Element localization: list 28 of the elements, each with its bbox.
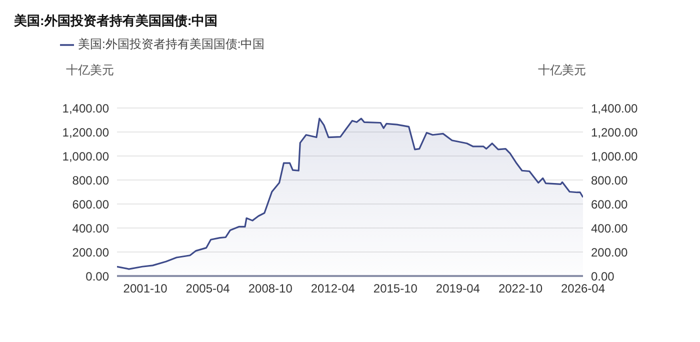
y-tick-label: 1,400.00 xyxy=(62,101,110,116)
y-tick-label: 600.00 xyxy=(72,197,110,212)
y2-tick-label: 400.00 xyxy=(591,221,628,236)
y-tick-label: 0.00 xyxy=(86,269,110,284)
x-tick-label: 2026-04 xyxy=(560,282,606,296)
y2-axis-title: 十亿美元 xyxy=(538,62,586,79)
y-tick-label: 1,000.00 xyxy=(62,149,110,164)
y-tick-label: 800.00 xyxy=(72,173,110,188)
chart-title: 美国:外国投资者持有美国国债:中国 xyxy=(14,12,218,30)
y2-tick-label: 1,200.00 xyxy=(591,125,638,140)
y2-tick-label: 1,400.00 xyxy=(591,101,638,116)
x-tick-label: 2022-10 xyxy=(498,282,543,296)
y-tick-label: 200.00 xyxy=(72,245,110,260)
y-tick-label: 400.00 xyxy=(72,221,110,236)
legend-label: 美国:外国投资者持有美国国债:中国 xyxy=(78,37,265,51)
y2-tick-label: 800.00 xyxy=(591,173,628,188)
x-tick-label: 2001-10 xyxy=(123,282,168,296)
y2-tick-label: 600.00 xyxy=(591,197,628,212)
y2-tick-label: 0.00 xyxy=(591,269,615,284)
x-tick-label: 2012-04 xyxy=(310,282,356,296)
y2-tick-label: 200.00 xyxy=(591,245,628,260)
x-tick-label: 2005-04 xyxy=(186,282,230,296)
x-tick-label: 2015-10 xyxy=(373,282,418,296)
y-axis-title: 十亿美元 xyxy=(66,62,114,79)
y-tick-label: 1,200.00 xyxy=(62,125,110,140)
y2-tick-label: 1,000.00 xyxy=(591,149,638,164)
x-tick-label: 2008-10 xyxy=(248,282,293,296)
x-tick-label: 2019-04 xyxy=(436,282,480,296)
